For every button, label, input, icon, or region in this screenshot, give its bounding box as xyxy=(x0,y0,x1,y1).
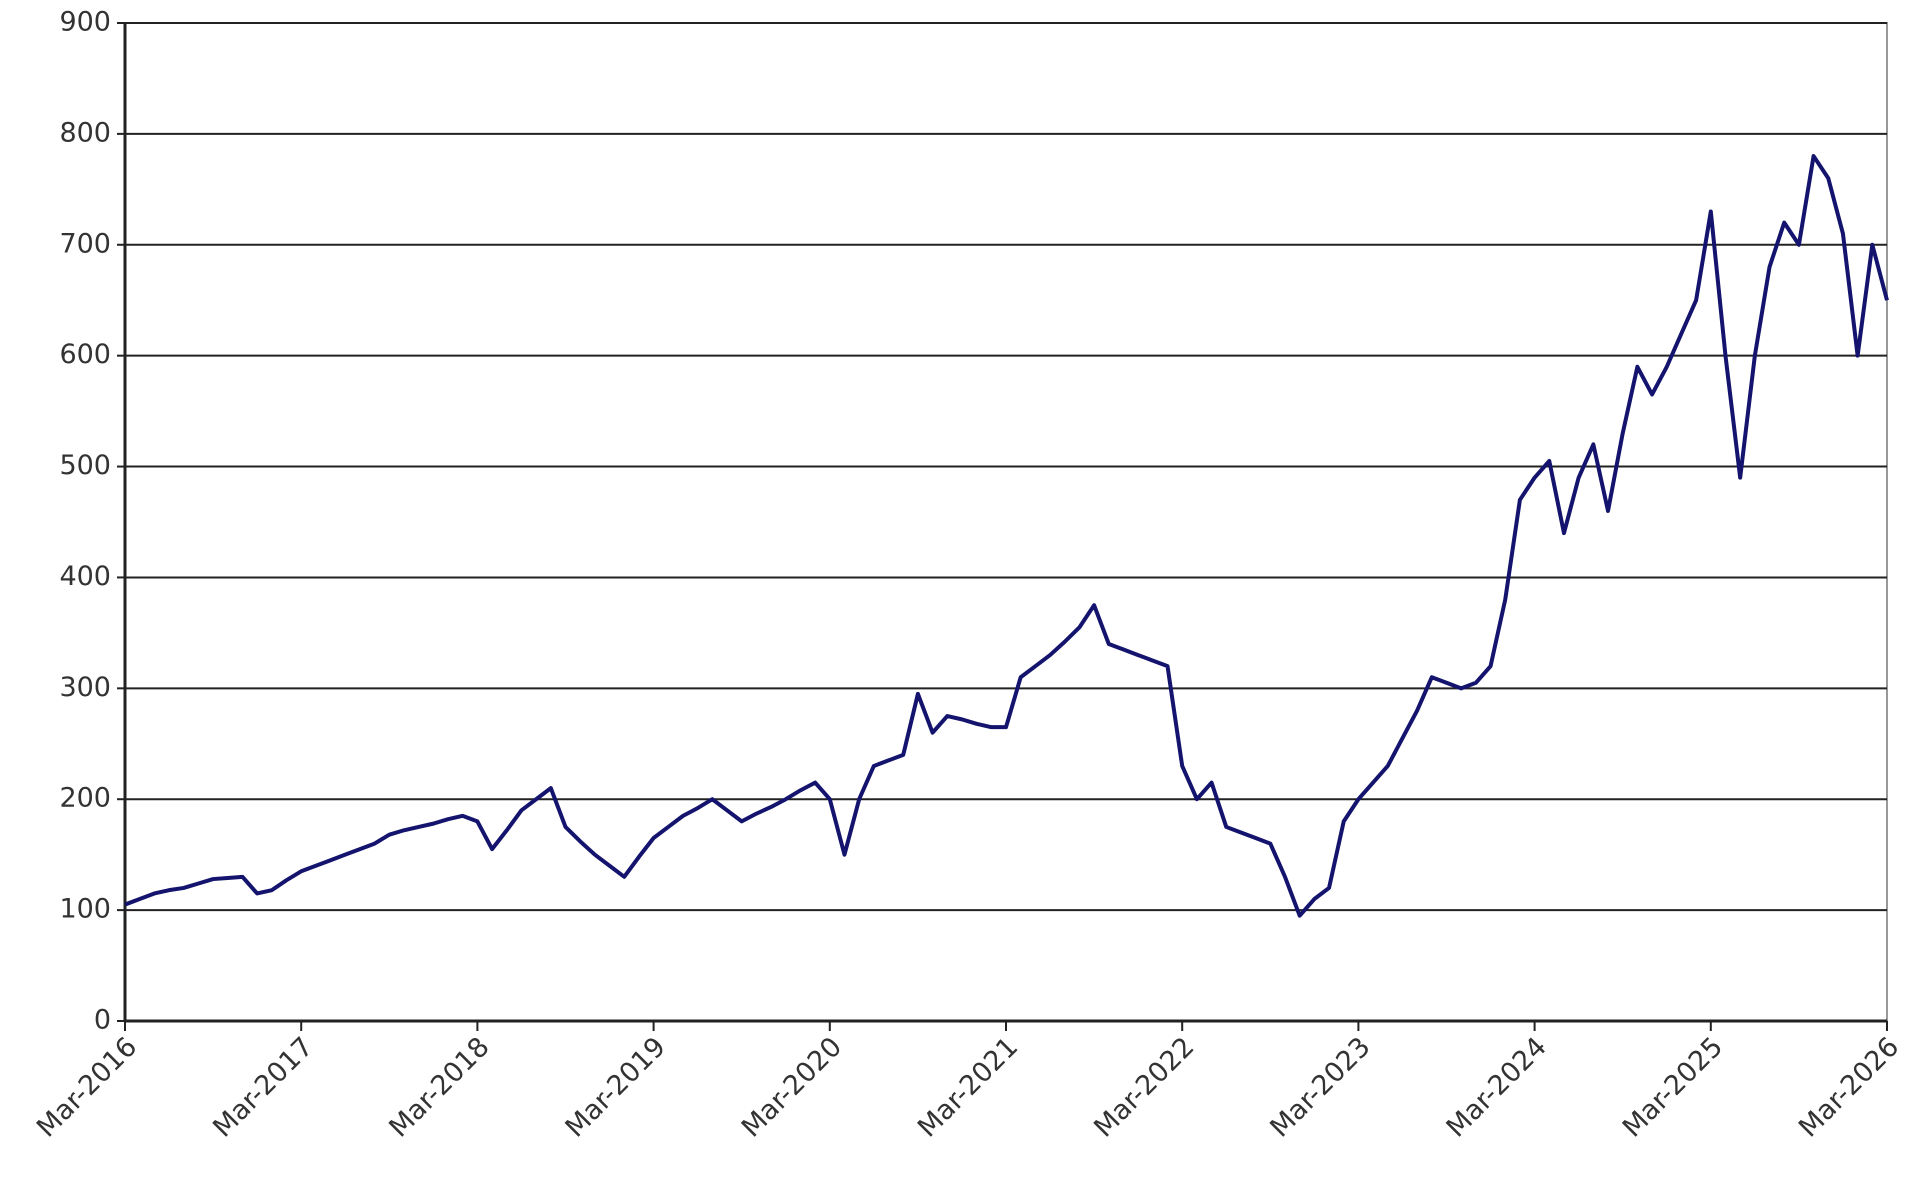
x-tick-label: Mar-2018 xyxy=(383,1031,495,1143)
x-tick-label: Mar-2021 xyxy=(912,1031,1024,1143)
y-tick-label: 600 xyxy=(59,339,111,370)
x-tick-label: Mar-2016 xyxy=(31,1031,143,1143)
price-line xyxy=(124,154,1889,918)
x-tick-label: Mar-2017 xyxy=(207,1031,319,1143)
x-tick-label: Mar-2023 xyxy=(1264,1031,1376,1143)
y-tick-label: 800 xyxy=(59,117,111,148)
y-tick-label: 0 xyxy=(94,1005,111,1036)
plot-area xyxy=(124,22,1888,1022)
y-tick-label: 500 xyxy=(59,450,111,481)
x-tick-label: Mar-2024 xyxy=(1441,1031,1553,1143)
y-tick-label: 200 xyxy=(59,783,111,814)
y-tick-label: 300 xyxy=(59,672,111,703)
x-tick-label: Mar-2025 xyxy=(1617,1031,1729,1143)
x-tick-label: Mar-2022 xyxy=(1088,1031,1200,1143)
x-tick-label: Mar-2019 xyxy=(560,1031,672,1143)
x-tick-label: Mar-2020 xyxy=(736,1031,848,1143)
x-tick-label: Mar-2026 xyxy=(1793,1031,1905,1143)
y-tick-label: 100 xyxy=(59,894,111,925)
y-tick-label: 700 xyxy=(59,228,111,259)
y-tick-label: 400 xyxy=(59,561,111,592)
y-tick-label: 900 xyxy=(59,7,111,38)
